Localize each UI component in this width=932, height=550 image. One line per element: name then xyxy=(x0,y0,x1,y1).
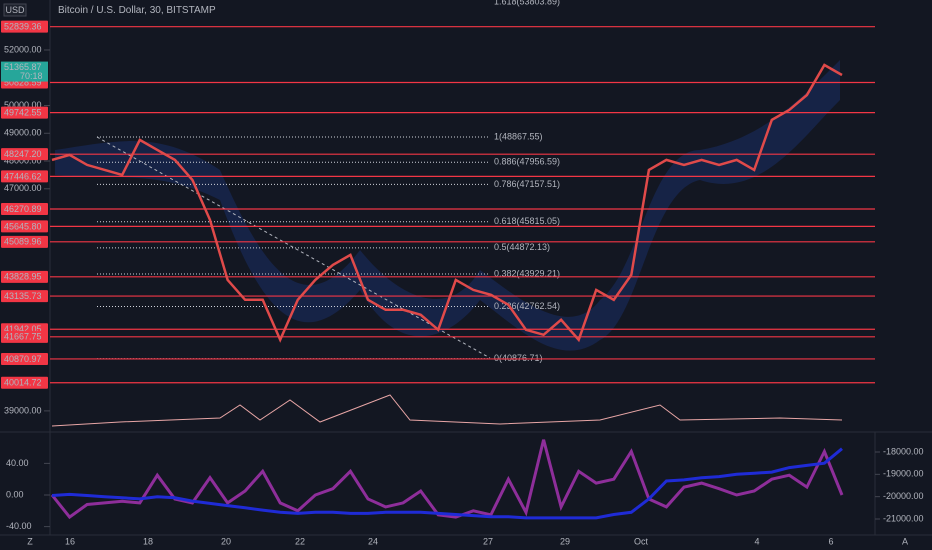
date-label: 27 xyxy=(483,536,493,546)
date-label: 6 xyxy=(828,536,833,546)
level-tag xyxy=(1,270,48,283)
price-tick-label: 47000.00 xyxy=(4,183,42,193)
date-label: 16 xyxy=(65,536,75,546)
price-tick-label: 48000.00 xyxy=(4,155,42,165)
price-tick-label: 52000.00 xyxy=(4,44,42,54)
date-label: 20 xyxy=(221,536,231,546)
osc-tick-label: 40.00 xyxy=(6,458,29,468)
level-tag xyxy=(1,170,48,183)
price-tick-label: 49000.00 xyxy=(4,128,42,138)
a-button[interactable]: A xyxy=(902,536,908,546)
level-tag xyxy=(1,20,48,33)
fib-label: 1.618(53803.89) xyxy=(494,0,560,6)
level-label: 41667.75 xyxy=(4,332,42,342)
cum-tick-label: -20000.00 xyxy=(883,491,924,501)
level-label: 43828.95 xyxy=(4,272,42,282)
level-tag xyxy=(1,330,48,343)
level-label: 52839.36 xyxy=(4,22,42,32)
level-label: 41942.05 xyxy=(4,324,42,334)
fib-label: 0.618(45815.05) xyxy=(494,216,560,226)
date-label: 22 xyxy=(295,536,305,546)
level-label: 43135.73 xyxy=(4,291,42,301)
level-tag xyxy=(1,290,48,303)
date-label: 18 xyxy=(143,536,153,546)
level-label: 49742.55 xyxy=(4,108,42,118)
date-label: Oct xyxy=(634,536,649,546)
level-tag xyxy=(1,148,48,161)
price-tick-label: 39000.00 xyxy=(4,405,42,415)
cum-tick-label: -19000.00 xyxy=(883,469,924,479)
date-label: 24 xyxy=(368,536,378,546)
level-label: 46270.89 xyxy=(4,204,42,214)
level-tag xyxy=(1,220,48,233)
level-tag xyxy=(1,352,48,365)
level-tag xyxy=(1,235,48,248)
level-label: 47446.62 xyxy=(4,171,42,181)
level-label: 40014.72 xyxy=(4,378,42,388)
osc-tick-label: 0.00 xyxy=(6,489,24,499)
osc-tick-label: -40.00 xyxy=(6,521,32,531)
level-label: 40870.97 xyxy=(4,354,42,364)
chart-title: Bitcoin / U.S. Dollar, 30, BITSTAMP xyxy=(58,5,216,16)
last-price: 51365.87 xyxy=(4,62,42,72)
price-tick-label: 50000.00 xyxy=(4,100,42,110)
currency: USD xyxy=(5,5,25,15)
date-label: 4 xyxy=(754,536,759,546)
fib-label: 0(40876.71) xyxy=(494,353,543,363)
level-label: 45089.96 xyxy=(4,237,42,247)
fib-label: 0.236(42762.54) xyxy=(494,301,560,311)
level-tag xyxy=(1,203,48,216)
level-tag xyxy=(1,106,48,119)
price-line xyxy=(51,63,843,343)
fib-label: 1(48867.55) xyxy=(494,131,543,141)
fib-label: 0.786(47157.51) xyxy=(494,179,560,189)
countdown: 70:18 xyxy=(20,71,43,81)
currency-button[interactable] xyxy=(3,3,27,17)
fib-label: 0.5(44872.13) xyxy=(494,242,550,252)
fib-label: 0.886(47956.59) xyxy=(494,157,560,167)
volume-average xyxy=(51,394,843,427)
z-button[interactable]: Z xyxy=(27,536,33,546)
level-label: 50828.59 xyxy=(4,77,42,87)
cum-tick-label: -18000.00 xyxy=(883,446,924,456)
fib-label: 0.382(43929.21) xyxy=(494,268,560,278)
last-price-tag xyxy=(1,61,48,82)
date-label: 29 xyxy=(560,536,570,546)
indicator-cumulative xyxy=(51,447,843,520)
level-tag xyxy=(1,376,48,389)
cum-tick-label: -21000.00 xyxy=(883,513,924,523)
level-label: 48247.20 xyxy=(4,149,42,159)
level-label: 45645.80 xyxy=(4,221,42,231)
